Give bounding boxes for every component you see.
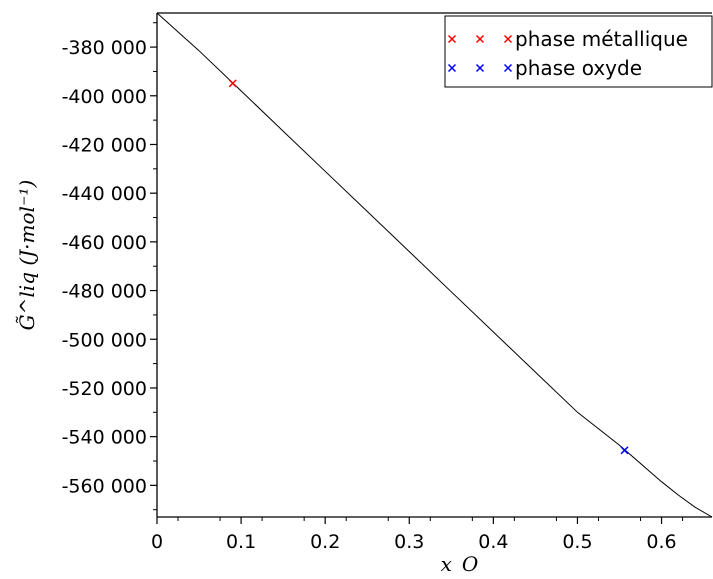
x-tick-label: 0.3 — [394, 531, 424, 553]
y-tick-label: -560 000 — [62, 475, 147, 497]
x-tick-label: 0.2 — [310, 531, 340, 553]
y-axis-title: G̃^liq (J·mol⁻¹) — [15, 180, 39, 331]
legend-marker — [447, 63, 457, 73]
x-tick-label: 0.5 — [562, 531, 592, 553]
y-tick-label: -400 000 — [62, 86, 147, 108]
data-point-metallic — [228, 79, 237, 88]
y-tick-label: -460 000 — [62, 232, 147, 254]
curve-layer — [156, 12, 713, 518]
legend-entry-label: phase métallique — [515, 27, 688, 51]
y-tick-label: -540 000 — [62, 427, 147, 449]
y-tick-label: -440 000 — [62, 183, 147, 205]
gibbs-energy-curve — [156, 12, 713, 518]
y-tick-label: -500 000 — [62, 329, 147, 351]
x-tick-label: 0.4 — [478, 531, 508, 553]
legend-entry-label: phase oxyde — [515, 56, 642, 80]
axis-titles: x_O G̃^liq (J·mol⁻¹) — [15, 180, 479, 576]
x-tick-label: 0.6 — [646, 531, 676, 553]
legend-marker — [503, 34, 513, 44]
legend-marker — [447, 34, 457, 44]
legend-box — [444, 15, 713, 88]
data-point-oxide — [620, 446, 629, 455]
x-tick-label: 0.1 — [226, 531, 256, 553]
plot-frame — [156, 12, 712, 518]
y-tick-label: -480 000 — [62, 281, 147, 303]
x-tick-label: 0 — [151, 531, 163, 553]
markers-layer — [228, 79, 629, 455]
y-tick-label: -380 000 — [62, 37, 147, 59]
legend-marker — [475, 63, 485, 73]
x-axis-title: x_O — [441, 552, 479, 574]
axis-ticks: 0 0.1 0.2 0.3 0.4 0.5 0.6 -380 000 -400 000 -420 … — [62, 22, 684, 553]
legend-marker — [475, 34, 485, 44]
y-tick-label: -520 000 — [62, 378, 147, 400]
y-tick-label: -420 000 — [62, 134, 147, 156]
legend: phase métallique phase oxyde — [444, 15, 713, 88]
legend-marker — [503, 63, 513, 73]
